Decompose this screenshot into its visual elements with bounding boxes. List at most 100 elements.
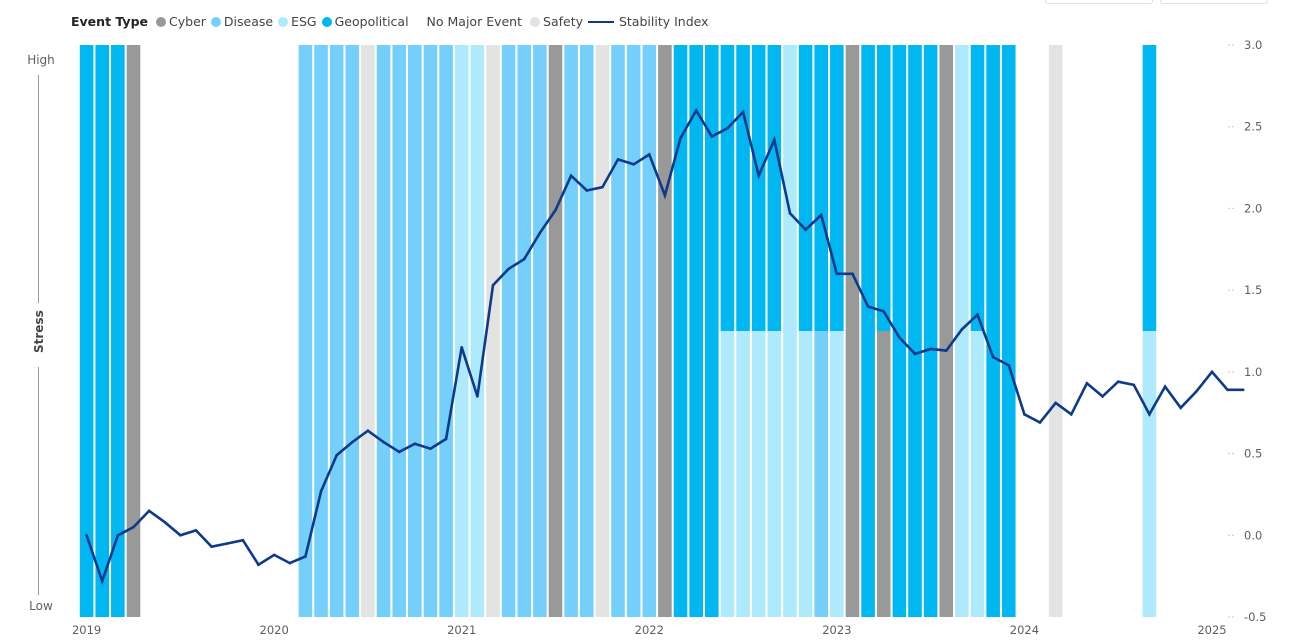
event-bar-disease[interactable]	[314, 45, 328, 617]
event-bar-disease[interactable]	[642, 45, 657, 617]
event-bar-disease[interactable]	[501, 45, 516, 617]
event-bar-esg[interactable]	[767, 331, 782, 617]
event-bar-geopolitical[interactable]	[876, 45, 891, 331]
event-bar-geopolitical[interactable]	[798, 45, 813, 331]
event-bar-geopolitical[interactable]	[861, 45, 875, 617]
event-bar-geopolitical[interactable]	[673, 45, 688, 617]
event-bar-esg[interactable]	[720, 331, 735, 617]
event-bar-disease[interactable]	[329, 45, 344, 617]
event-bar-esg[interactable]	[454, 45, 469, 617]
event-bar-esg[interactable]	[970, 331, 985, 617]
event-bar-cyber[interactable]	[548, 45, 563, 617]
stability-index-point	[913, 352, 917, 356]
event-bar-geopolitical[interactable]	[736, 45, 750, 331]
event-bar-cyber[interactable]	[126, 45, 141, 617]
event-bar-disease[interactable]	[626, 45, 641, 617]
event-bar-cyber[interactable]	[658, 45, 672, 617]
event-bar-disease[interactable]	[533, 45, 547, 617]
stability-index-point	[1023, 413, 1026, 416]
stability-index-point	[132, 525, 135, 529]
y-tick-label: 1.5	[1244, 283, 1262, 297]
event-bar-geopolitical[interactable]	[720, 45, 735, 331]
event-bar-cyber[interactable]	[876, 331, 891, 617]
event-bar-disease[interactable]	[611, 45, 625, 617]
event-bar-geopolitical[interactable]	[689, 45, 703, 617]
event-bar-disease[interactable]	[564, 45, 578, 617]
stability-index-point	[757, 174, 760, 178]
visual-header-button[interactable]	[1045, 0, 1153, 4]
event-bar-safety[interactable]	[361, 45, 375, 617]
event-bar-geopolitical[interactable]	[95, 45, 110, 617]
event-bar-geopolitical[interactable]	[892, 45, 907, 617]
event-bar-safety[interactable]	[595, 45, 610, 617]
stability-index-point	[335, 453, 338, 457]
stability-index-point	[413, 442, 417, 446]
event-bar-disease[interactable]	[345, 45, 360, 617]
stability-index-point	[319, 489, 323, 493]
event-bar-geopolitical[interactable]	[986, 45, 1000, 617]
event-bar-disease[interactable]	[423, 45, 438, 617]
legend-item-safety[interactable]: Safety	[530, 14, 583, 29]
event-bar-safety[interactable]	[486, 45, 500, 617]
event-bar-geopolitical[interactable]	[830, 45, 844, 331]
legend-item-no-major-event[interactable]: No Major Event	[427, 14, 522, 29]
event-bar-esg[interactable]	[830, 331, 844, 617]
event-bar-geopolitical[interactable]	[1142, 45, 1157, 331]
event-bar-disease[interactable]	[579, 45, 594, 617]
x-tick-label: 2025	[1197, 623, 1226, 637]
legend-item-disease[interactable]: Disease	[210, 14, 274, 29]
event-bar-esg[interactable]	[798, 331, 813, 617]
stability-index-point	[601, 185, 604, 189]
event-bar-disease[interactable]	[439, 45, 453, 617]
event-bar-cyber[interactable]	[939, 45, 954, 617]
stability-index-point	[647, 153, 651, 156]
stability-index-point	[694, 109, 698, 112]
stability-index-point	[788, 212, 792, 215]
event-bar-esg[interactable]	[1142, 331, 1157, 617]
stress-axis: High Stress Low	[20, 45, 56, 617]
stability-index-point	[616, 158, 620, 161]
event-bar-geopolitical[interactable]	[923, 45, 938, 617]
event-bar-geopolitical[interactable]	[970, 45, 985, 331]
event-bar-disease[interactable]	[408, 45, 422, 617]
event-bar-geopolitical[interactable]	[767, 45, 782, 331]
legend-item-geopolitical[interactable]: Geopolitical	[321, 14, 409, 29]
event-bar-geopolitical[interactable]	[814, 45, 829, 331]
event-bar-geopolitical[interactable]	[111, 45, 125, 617]
stability-index-point	[147, 509, 151, 513]
event-bar-geopolitical[interactable]	[751, 45, 766, 331]
event-bar-geopolitical[interactable]	[1001, 45, 1016, 617]
legend-item-cyber[interactable]: Cyber	[156, 14, 206, 29]
event-bar-disease[interactable]	[517, 45, 532, 617]
event-bar-esg[interactable]	[470, 45, 485, 617]
legend-item-esg[interactable]: ESG	[278, 14, 317, 29]
legend-item-stability-index[interactable]: Stability Index	[588, 14, 709, 29]
y-tick-label: 1.0	[1244, 365, 1262, 379]
y-tick-label: 2.5	[1244, 120, 1262, 134]
event-bar-esg[interactable]	[751, 331, 766, 617]
stress-axis-line	[38, 75, 39, 303]
stability-index-point	[397, 450, 401, 454]
stability-index-point	[1179, 406, 1182, 410]
stability-index-point	[1054, 401, 1057, 405]
event-bar-geopolitical[interactable]	[79, 45, 94, 617]
visual-header-button[interactable]	[1160, 0, 1268, 4]
legend-label: Disease	[223, 14, 274, 29]
stability-index-point	[1210, 370, 1214, 374]
event-bar-geopolitical[interactable]	[705, 45, 719, 617]
stability-index-point	[632, 163, 635, 166]
stability-index-point	[835, 272, 839, 276]
event-bar-disease[interactable]	[392, 45, 406, 617]
stability-index-point	[288, 561, 292, 565]
event-bar-esg[interactable]	[783, 45, 797, 617]
event-bar-safety[interactable]	[1048, 45, 1063, 617]
event-bar-disease[interactable]	[376, 45, 391, 617]
stability-index-point	[773, 138, 776, 142]
event-bar-cyber[interactable]	[845, 45, 860, 617]
event-bar-esg[interactable]	[736, 331, 750, 617]
stability-index-point	[85, 533, 88, 537]
event-bar-disease[interactable]	[298, 45, 313, 617]
legend-line-icon	[588, 20, 614, 23]
event-bar-geopolitical[interactable]	[908, 45, 922, 617]
event-bar-disease[interactable]	[814, 331, 829, 617]
